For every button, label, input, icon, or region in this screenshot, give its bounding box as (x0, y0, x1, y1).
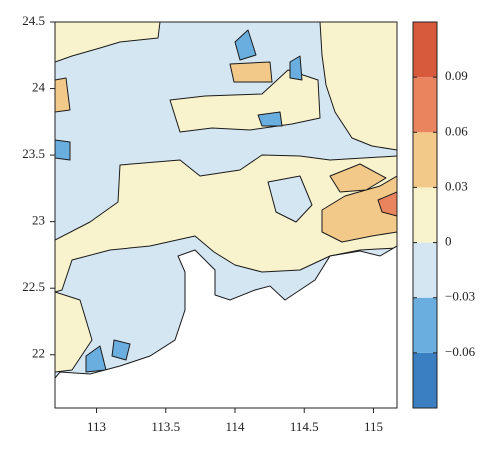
contour-region (257, 111, 283, 127)
y-tick-label: 24.5 (22, 13, 45, 28)
colorbar-segment (413, 187, 437, 243)
map-area (55, 22, 397, 408)
contour-region (377, 191, 397, 217)
contour-region (55, 291, 93, 373)
colorbar-tick-label: 0 (445, 234, 452, 249)
contour-region (289, 55, 303, 81)
contour-region (55, 22, 161, 63)
contour-region (55, 154, 397, 293)
colorbar-tick-label: 0.03 (445, 178, 468, 193)
contour-region (234, 29, 257, 61)
x-tick-label: 115 (364, 419, 383, 434)
y-tick-label: 23 (32, 213, 45, 228)
colorbar-frame (412, 21, 438, 409)
sea-mask (55, 245, 397, 408)
colorbar-tick-label: −0.03 (445, 289, 475, 304)
contour-region (169, 69, 321, 133)
colorbar-segment (413, 297, 437, 353)
contour-region (229, 61, 273, 83)
contour-region (55, 139, 71, 161)
contour-region (321, 175, 397, 243)
contour-region (267, 175, 313, 223)
colorbar-segment (413, 77, 437, 133)
colorbar-tick-label: 0.09 (445, 68, 468, 83)
plot-frame (54, 21, 398, 409)
y-tick-label: 22 (32, 346, 45, 361)
x-tick-label: 114 (225, 419, 245, 434)
y-tick-label: 22.5 (22, 279, 45, 294)
colorbar-segment (413, 22, 437, 78)
x-tick-label: 113.5 (151, 419, 180, 434)
contour-region (329, 163, 387, 193)
contour-region (111, 339, 131, 361)
colorbar-tick-label: 0.06 (445, 123, 468, 138)
colorbar-tick-label: −0.06 (445, 344, 476, 359)
colorbar-segment (413, 242, 437, 298)
contour-region (55, 77, 71, 113)
colorbar-segment (413, 352, 437, 408)
y-tick-label: 24 (32, 80, 46, 95)
x-tick-label: 114.5 (290, 419, 319, 434)
y-tick-label: 23.5 (22, 146, 45, 161)
colorbar-segment (413, 132, 437, 188)
x-tick-label: 113 (87, 419, 106, 434)
contour-region (319, 22, 397, 151)
